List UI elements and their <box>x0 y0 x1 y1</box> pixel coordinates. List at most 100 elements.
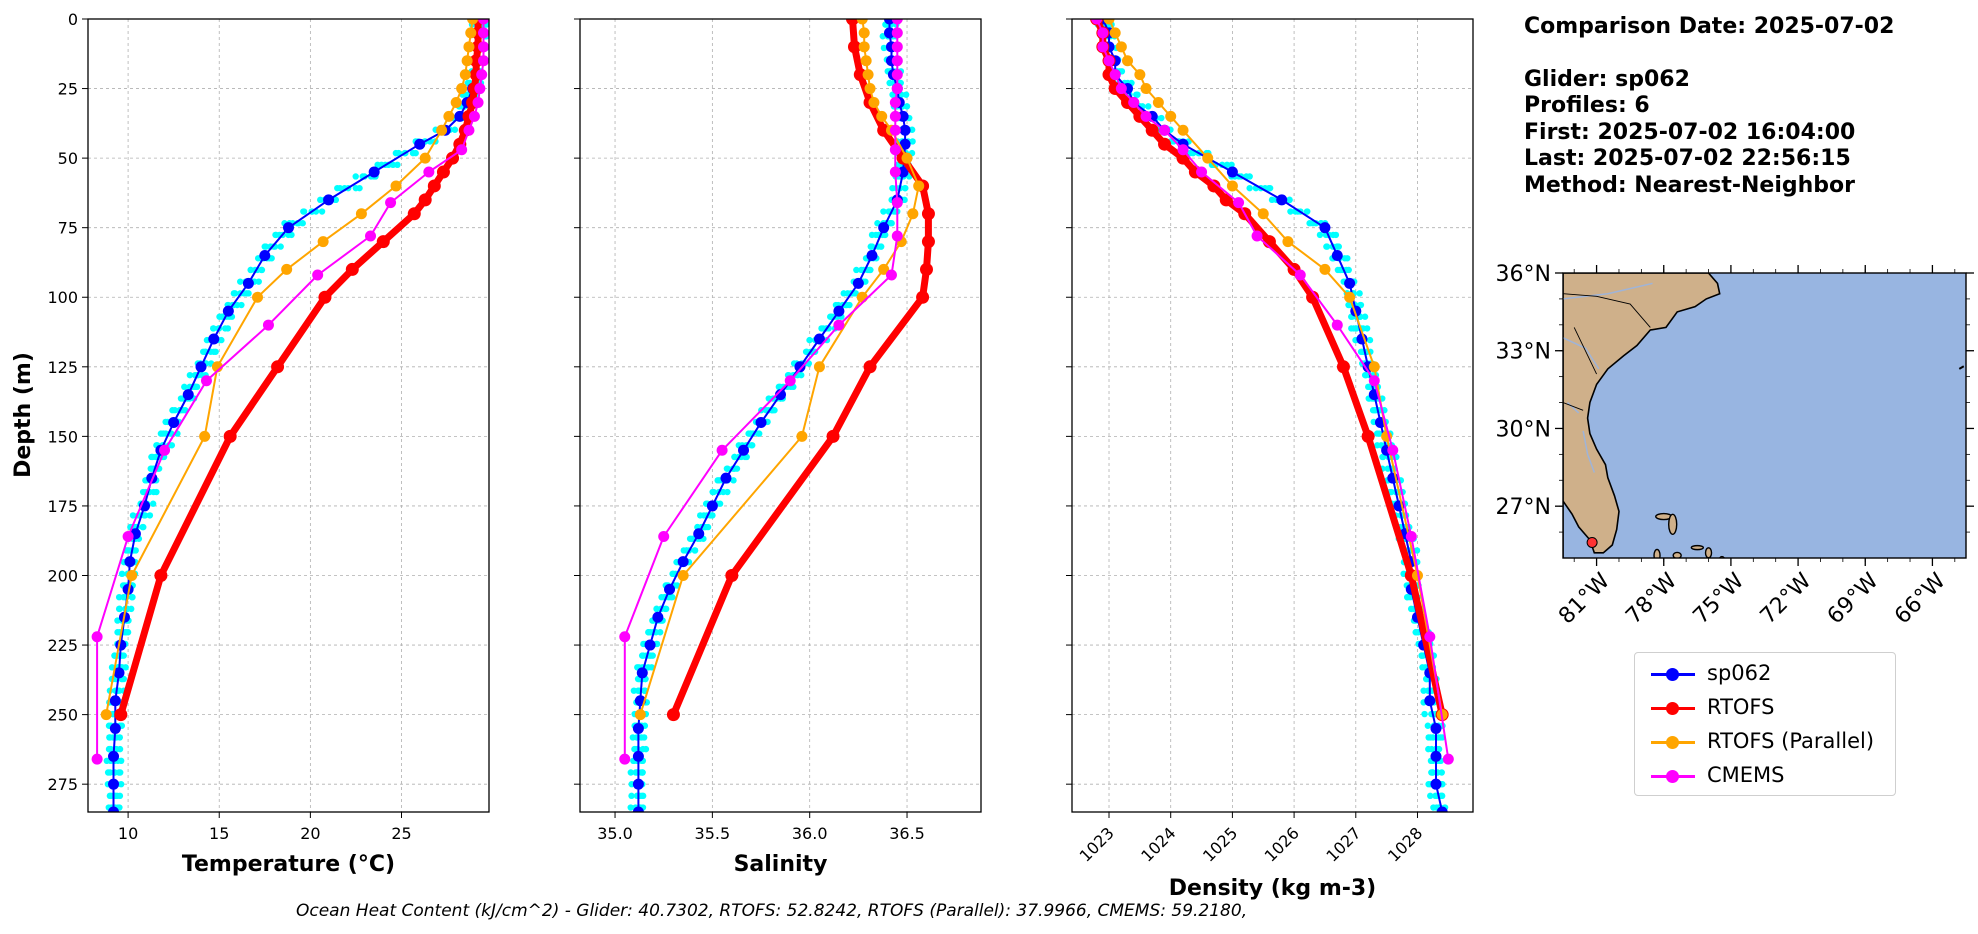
data-point-rtofs <box>847 40 861 54</box>
data-point-cmems <box>456 144 468 156</box>
data-point-cmems <box>889 124 901 136</box>
raw-glider-point <box>120 675 128 683</box>
raw-glider-point <box>238 301 245 309</box>
data-point-cmems <box>891 197 903 209</box>
data-point-sp062 <box>677 556 689 568</box>
data-point-cmems <box>472 96 484 108</box>
data-point-rtofs-parallel <box>465 27 477 39</box>
raw-glider-point <box>237 278 244 285</box>
raw-glider-point <box>277 243 284 250</box>
raw-glider-points <box>627 21 916 811</box>
raw-glider-point <box>115 593 123 601</box>
data-point-rtofs-parallel <box>907 208 919 220</box>
raw-glider-point <box>356 184 363 192</box>
lat-label: 33°N <box>1496 340 1551 365</box>
raw-glider-point <box>1366 336 1374 344</box>
data-point-sp062 <box>368 166 380 178</box>
data-point-cmems <box>478 55 489 67</box>
raw-glider-point <box>1438 769 1445 776</box>
data-point-sp062 <box>833 305 845 317</box>
raw-glider-point <box>691 547 699 554</box>
location-map: 36°N 33°N 30°N 27°N 81°W 78°W 75°W 72°W 69°W 66°W <box>1496 262 1974 629</box>
x-tick-label: 1027 <box>1322 823 1364 865</box>
data-point-rtofs <box>1145 123 1159 137</box>
data-point-rtofs-parallel <box>1134 69 1146 81</box>
data-point-cmems <box>159 444 171 456</box>
legend-label-cmems: CMEMS <box>1707 763 1785 787</box>
raw-glider-point <box>122 629 130 636</box>
state-border <box>1563 293 1651 328</box>
raw-glider-point <box>262 243 270 250</box>
data-point-cmems <box>468 110 480 122</box>
data-point-rtofs-parallel <box>901 152 913 164</box>
data-point-rtofs-parallel <box>1115 41 1127 53</box>
raw-glider-point <box>1429 769 1436 776</box>
raw-glider-point <box>710 488 717 496</box>
map-area <box>1563 273 1966 558</box>
raw-glider-point <box>642 745 650 753</box>
data-point-rtofs-parallel <box>1282 236 1294 248</box>
data-point-rtofs <box>154 568 168 582</box>
data-point-sp062 <box>109 695 121 707</box>
lon-label: 81°W <box>1554 568 1615 629</box>
raw-glider-point <box>880 208 887 215</box>
raw-glider-point <box>104 769 112 776</box>
raw-glider-point <box>129 512 137 519</box>
data-point-rtofs <box>921 235 935 249</box>
raw-glider-point <box>132 547 139 554</box>
y-tick-label: 225 <box>47 636 78 655</box>
data-point-rtofs <box>666 708 680 722</box>
data-point-sp062 <box>259 250 271 262</box>
data-point-cmems <box>891 69 903 81</box>
data-point-cmems <box>891 83 903 95</box>
raw-glider-point <box>1228 161 1235 169</box>
data-point-sp062 <box>897 110 909 122</box>
data-point-rtofs-parallel <box>1140 83 1152 95</box>
data-point-rtofs <box>853 68 867 82</box>
data-point-cmems <box>885 269 897 281</box>
raw-glider-point <box>118 570 126 578</box>
data-point-cmems <box>1387 444 1399 456</box>
x-tick-label: 15 <box>209 824 229 843</box>
legend-item-rtofs: RTOFS <box>1635 691 1895 725</box>
data-point-cmems <box>1159 124 1171 136</box>
data-point-sp062 <box>813 333 825 345</box>
data-point-rtofs <box>725 568 739 582</box>
x-axis-label: Salinity <box>734 852 828 877</box>
last-time: Last: 2025-07-02 22:56:15 <box>1524 146 1851 171</box>
data-point-cmems <box>474 83 486 95</box>
raw-glider-point <box>627 804 634 811</box>
data-point-cmems <box>891 27 903 39</box>
data-point-cmems <box>1196 166 1208 178</box>
data-point-rtofs-parallel <box>862 69 874 81</box>
x-tick-label: 1024 <box>1137 823 1179 865</box>
data-point-rtofs-parallel <box>467 19 479 25</box>
y-tick-label: 50 <box>58 149 78 168</box>
legend-marker-sp062 <box>1666 668 1679 681</box>
raw-glider-point <box>212 348 219 355</box>
series-rtofs-parallel <box>634 19 925 721</box>
raw-glider-point <box>733 465 741 472</box>
raw-glider-point <box>231 290 239 297</box>
data-point-cmems <box>1442 753 1454 765</box>
data-point-cmems <box>478 41 489 53</box>
data-point-rtofs <box>846 19 860 26</box>
data-point-rtofs <box>318 290 332 304</box>
lon-label: 75°W <box>1689 568 1750 629</box>
data-point-rtofs-parallel <box>252 291 264 303</box>
data-point-sp062 <box>168 416 180 428</box>
data-point-rtofs <box>376 235 390 249</box>
data-point-sp062 <box>1331 250 1343 262</box>
data-point-cmems <box>889 166 901 178</box>
x-tick-label: 36.5 <box>889 824 925 843</box>
raw-glider-point <box>149 500 157 507</box>
data-point-rtofs-parallel <box>461 55 473 67</box>
comparison-date: Comparison Date: 2025-07-02 <box>1524 14 1895 39</box>
data-point-sp062 <box>208 333 220 345</box>
data-point-sp062 <box>897 166 909 178</box>
data-point-sp062 <box>652 611 664 623</box>
x-tick-label: 35.5 <box>695 824 731 843</box>
data-point-rtofs-parallel <box>450 96 462 108</box>
raw-glider-point <box>730 477 737 484</box>
method: Method: Nearest-Neighbor <box>1524 172 1855 198</box>
